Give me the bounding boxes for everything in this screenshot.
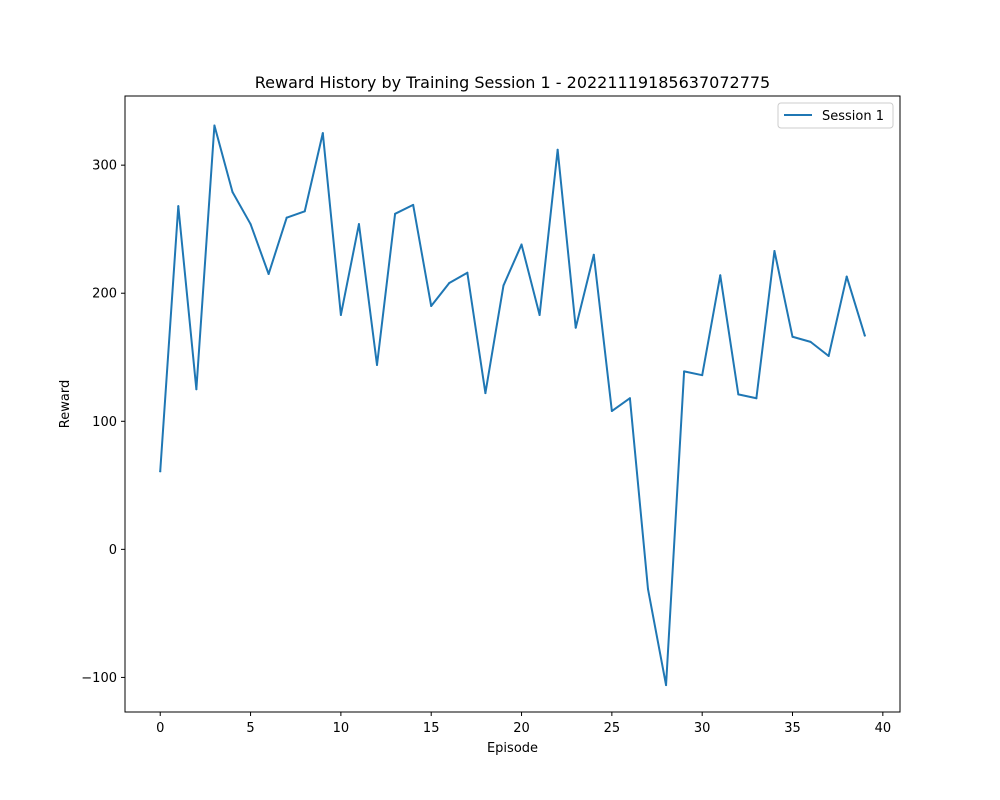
data-point [592, 253, 595, 256]
x-tick-label: 20 [513, 721, 530, 736]
y-tick-label: 200 [92, 287, 117, 302]
legend-box [777, 102, 894, 129]
data-point [737, 393, 740, 396]
data-point [719, 274, 722, 277]
data-point [267, 273, 270, 276]
data-point [357, 223, 360, 226]
data-point [701, 374, 704, 377]
data-point [863, 334, 866, 337]
data-point [466, 271, 469, 274]
x-tick-label: 0 [156, 721, 164, 736]
plot-frame [124, 95, 901, 713]
data-point [195, 388, 198, 391]
data-point [430, 305, 433, 308]
x-axis-label: Episode [487, 741, 538, 756]
x-tick-label: 35 [784, 721, 801, 736]
x-tick-label: 10 [333, 721, 350, 736]
y-tick-label: −100 [81, 671, 117, 686]
data-point [502, 284, 505, 287]
data-point [339, 313, 342, 316]
data-point [791, 335, 794, 338]
legend: Session 1 [777, 102, 894, 129]
data-point [646, 588, 649, 591]
data-point [827, 354, 830, 357]
series-line-session-1 [159, 124, 867, 687]
data-point [412, 203, 415, 206]
series-points [159, 124, 866, 687]
data-point [376, 363, 379, 366]
data-point [538, 313, 541, 316]
y-tick-label: 0 [109, 543, 117, 558]
y-tick-label: 100 [92, 415, 117, 430]
data-point [321, 132, 324, 135]
x-tick-label: 5 [246, 721, 254, 736]
x-tick-label: 15 [423, 721, 440, 736]
x-tick-label: 40 [875, 721, 892, 736]
x-tick-label: 25 [604, 721, 621, 736]
data-point [845, 275, 848, 278]
data-point [755, 397, 758, 400]
x-axis-ticks: 0 5 10 15 20 25 30 35 40 [156, 712, 891, 736]
data-point [159, 470, 162, 473]
data-point [285, 216, 288, 219]
data-point [213, 124, 216, 127]
legend-label: Session 1 [822, 109, 884, 124]
y-axis-ticks: −100 0 100 200 300 [81, 159, 125, 686]
data-point [177, 205, 180, 208]
data-point [610, 410, 613, 413]
data-point [773, 249, 776, 252]
data-point [665, 684, 668, 687]
data-point [556, 148, 559, 151]
x-tick-label: 30 [694, 721, 711, 736]
data-point [628, 397, 631, 400]
data-point [394, 212, 397, 215]
plot-area [125, 96, 900, 712]
data-point [574, 326, 577, 329]
data-point [484, 392, 487, 395]
data-point [249, 223, 252, 226]
data-point [683, 370, 686, 373]
chart-title: Reward History by Training Session 1 - 2… [255, 73, 770, 92]
data-point [231, 191, 234, 194]
data-point [809, 340, 812, 343]
data-point [520, 243, 523, 246]
y-axis-label: Reward [58, 380, 73, 428]
data-point [303, 210, 306, 213]
y-tick-label: 300 [92, 159, 117, 174]
data-point [448, 281, 451, 284]
